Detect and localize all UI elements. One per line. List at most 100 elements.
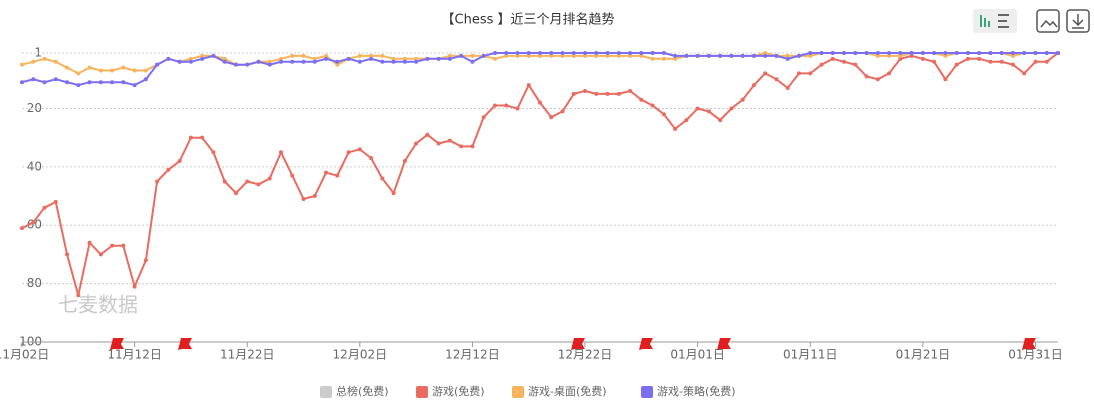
x-tick-label: 01月11日 [783, 348, 838, 362]
data-point [673, 126, 678, 131]
data-point [290, 53, 295, 58]
data-point [628, 53, 633, 58]
data-point [65, 252, 70, 257]
data-point [391, 56, 396, 61]
data-point [706, 109, 711, 114]
data-point [718, 53, 723, 58]
data-point [864, 74, 869, 79]
data-point [695, 53, 700, 58]
image-button[interactable] [1036, 9, 1060, 33]
data-point [31, 220, 36, 225]
data-point [549, 53, 554, 58]
data-point [357, 53, 362, 58]
data-point [42, 56, 47, 61]
data-point [560, 53, 565, 58]
data-point [357, 147, 362, 152]
data-point [887, 51, 892, 55]
chart-type-button[interactable] [973, 9, 1017, 33]
data-point [504, 53, 509, 58]
data-point [312, 56, 317, 61]
data-point [639, 51, 644, 55]
data-point [31, 59, 36, 64]
data-point [684, 118, 689, 123]
data-point [87, 65, 92, 70]
data-point [538, 51, 542, 55]
legend-item[interactable]: 游戏-桌面(免费) [512, 384, 607, 398]
data-point [369, 156, 374, 161]
data-point [188, 56, 193, 61]
data-point [898, 53, 903, 58]
bar-icon [980, 15, 990, 27]
data-point [909, 53, 914, 58]
data-point [391, 59, 396, 64]
data-point [729, 53, 734, 58]
data-point [808, 51, 813, 55]
data-point [650, 51, 655, 55]
data-point [402, 56, 407, 61]
event-flags [110, 338, 1036, 350]
data-point [774, 77, 779, 82]
data-point [290, 59, 295, 64]
data-point [797, 71, 801, 76]
data-point [571, 53, 576, 58]
data-point [538, 53, 542, 58]
data-point [594, 51, 599, 55]
download-icon [1072, 14, 1084, 29]
data-point [1044, 59, 1049, 64]
data-point [256, 59, 261, 64]
series [20, 51, 1060, 88]
data-point [1010, 51, 1015, 55]
data-point [943, 77, 948, 82]
data-point [1056, 51, 1060, 55]
data-point [369, 56, 374, 61]
legend-label: 游戏-策略(免费) [657, 384, 736, 398]
data-point [977, 51, 982, 55]
data-point [121, 65, 126, 70]
chart-title: 【Chess 】近三个月排名趋势 [442, 12, 615, 28]
data-point [549, 115, 554, 120]
event-flag [571, 338, 585, 350]
data-point [571, 91, 576, 96]
image-icon [1040, 19, 1058, 28]
data-point [571, 51, 576, 55]
data-point [402, 159, 407, 164]
data-point [470, 144, 475, 149]
data-point [87, 80, 92, 85]
data-point [110, 243, 115, 248]
data-point [301, 196, 306, 201]
data-point [999, 59, 1004, 64]
data-point [301, 53, 306, 58]
data-point [628, 51, 633, 55]
data-point [65, 65, 70, 70]
data-point [53, 77, 58, 82]
watermark: 七麦数据 [58, 293, 138, 317]
data-point [887, 53, 892, 58]
data-point [200, 53, 205, 58]
data-point [87, 240, 92, 245]
data-point [504, 103, 509, 108]
x-tick-label: 11月22日 [220, 348, 275, 362]
legend-item[interactable]: 游戏-策略(免费) [641, 384, 736, 398]
data-point [481, 115, 486, 120]
download-button[interactable] [1066, 9, 1090, 33]
data-point [875, 77, 880, 82]
data-point [616, 91, 621, 96]
data-point [932, 59, 937, 64]
data-point [842, 59, 847, 64]
data-point [312, 194, 317, 199]
data-point [661, 112, 666, 117]
legend-label: 游戏(免费) [432, 384, 485, 398]
legend-item[interactable]: 游戏(免费) [416, 384, 485, 398]
x-tick-label: 11月02日 [0, 348, 49, 362]
data-point [763, 51, 768, 55]
data-point [842, 51, 847, 55]
data-point [290, 173, 295, 178]
data-point [875, 51, 880, 55]
x-tick-label: 11月12日 [107, 348, 162, 362]
data-point [155, 179, 160, 184]
data-point [414, 59, 419, 64]
data-point [729, 106, 734, 111]
legend-item[interactable]: 总榜(免费) [320, 384, 389, 398]
data-point [301, 59, 306, 64]
data-point [639, 53, 644, 58]
